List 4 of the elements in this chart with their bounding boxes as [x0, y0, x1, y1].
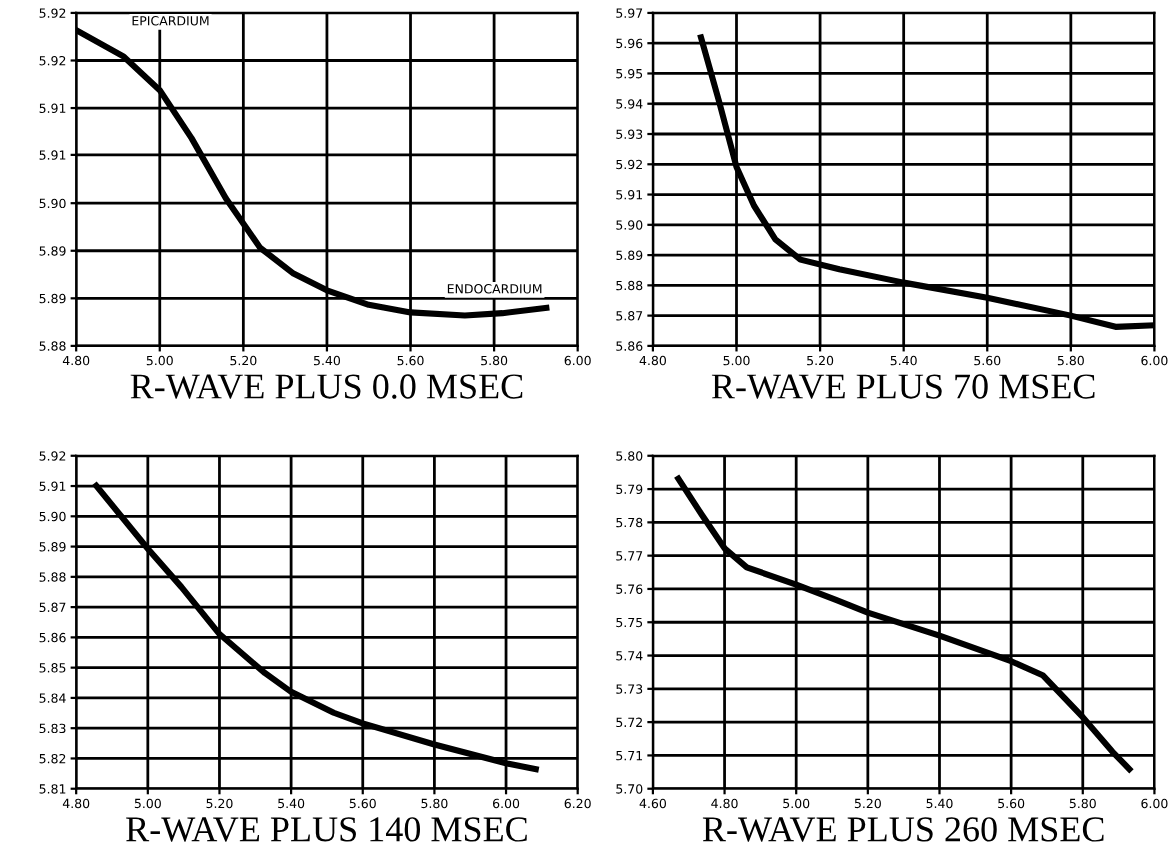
x-axis-title: R-WAVE PLUS 140 MSEC: [126, 817, 527, 842]
x-axis-title: R-WAVE PLUS 0.0 MSEC: [130, 374, 523, 399]
x-axis-title: R-WAVE PLUS 260 MSEC: [702, 817, 1104, 842]
x-axis-title: R-WAVE PLUS 70 MSEC: [711, 374, 1095, 399]
